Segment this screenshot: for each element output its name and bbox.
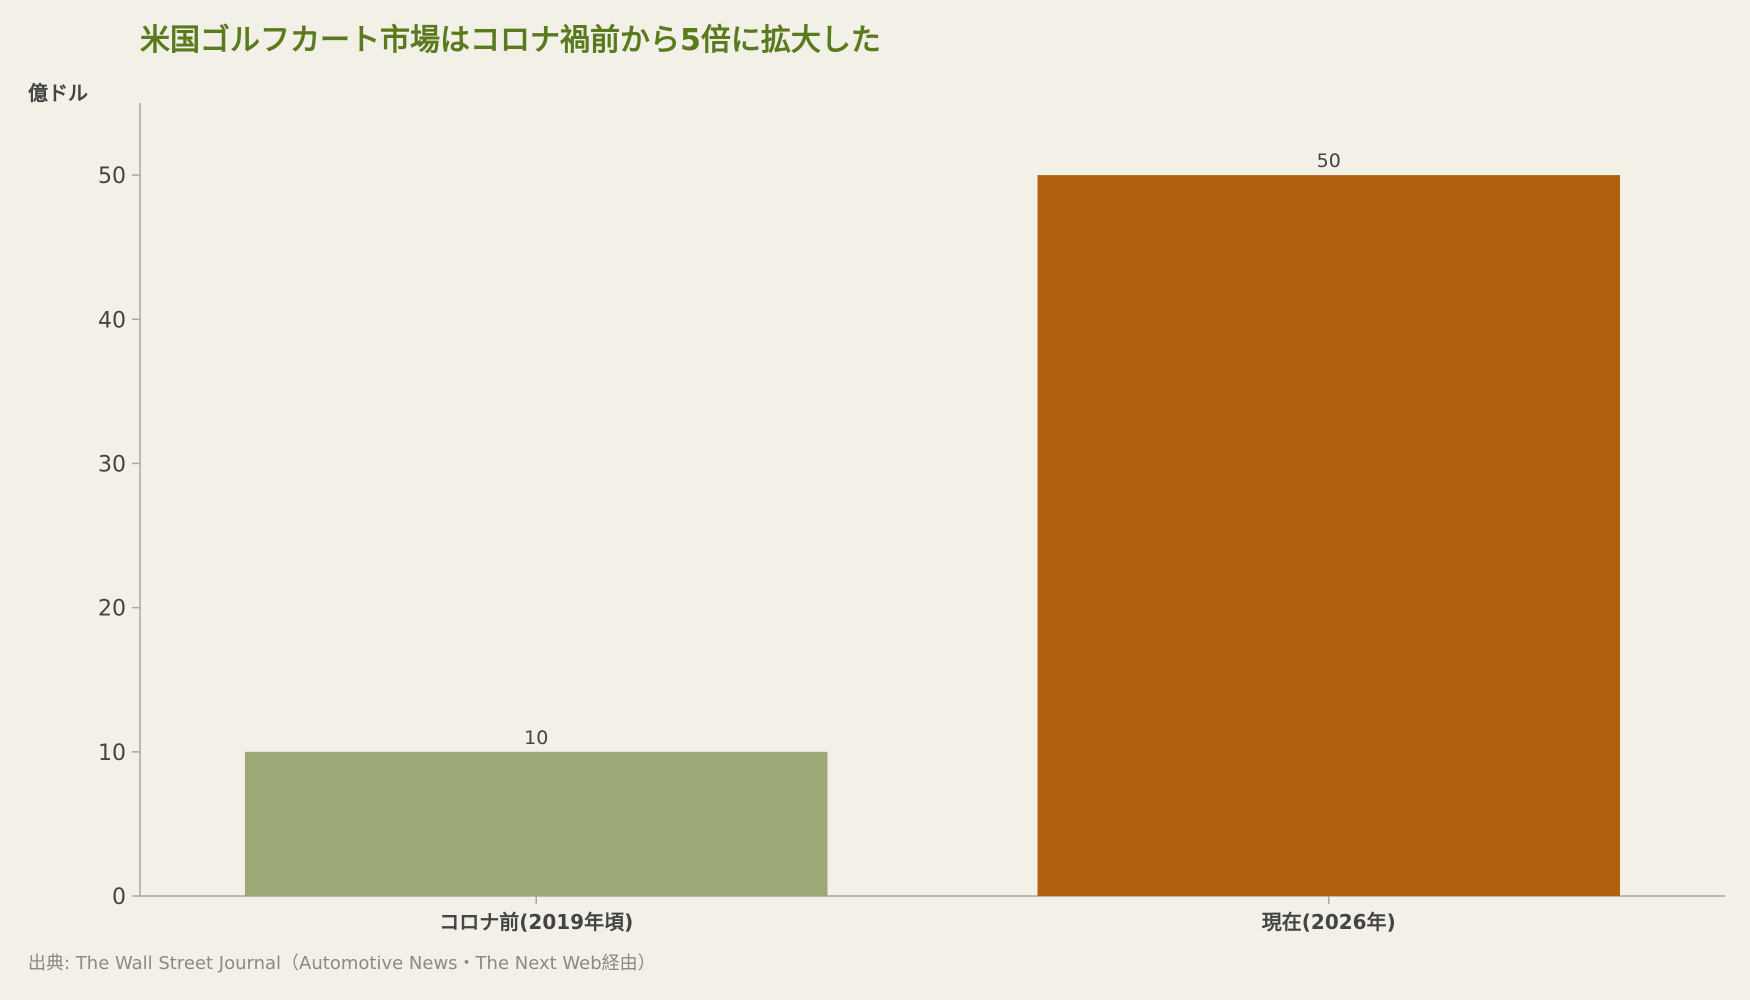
bar bbox=[245, 751, 828, 896]
bar-value-label: 10 bbox=[524, 727, 548, 749]
y-tick-label: 10 bbox=[98, 741, 126, 766]
source-note: 出典: The Wall Street Journal（Automotive N… bbox=[28, 953, 656, 974]
y-tick-label: 20 bbox=[98, 597, 126, 622]
y-tick-label: 50 bbox=[98, 164, 126, 189]
y-tick-label: 0 bbox=[112, 885, 126, 910]
y-tick-label: 40 bbox=[98, 308, 126, 333]
bars bbox=[245, 175, 1620, 896]
y-tick-label: 30 bbox=[98, 452, 126, 477]
y-axis-label: 億ドル bbox=[28, 81, 88, 105]
x-tick-label: コロナ前(2019年頃) bbox=[439, 910, 633, 934]
bar bbox=[1037, 175, 1620, 896]
chart-title: 米国ゴルフカート市場はコロナ禍前から5倍に拡大した bbox=[140, 23, 881, 58]
bar-value-label: 50 bbox=[1317, 150, 1341, 172]
labels: 10 コロナ前(2019年頃) 50 現在(2026年) bbox=[439, 150, 1395, 934]
x-tick-label: 現在(2026年) bbox=[1262, 910, 1396, 934]
